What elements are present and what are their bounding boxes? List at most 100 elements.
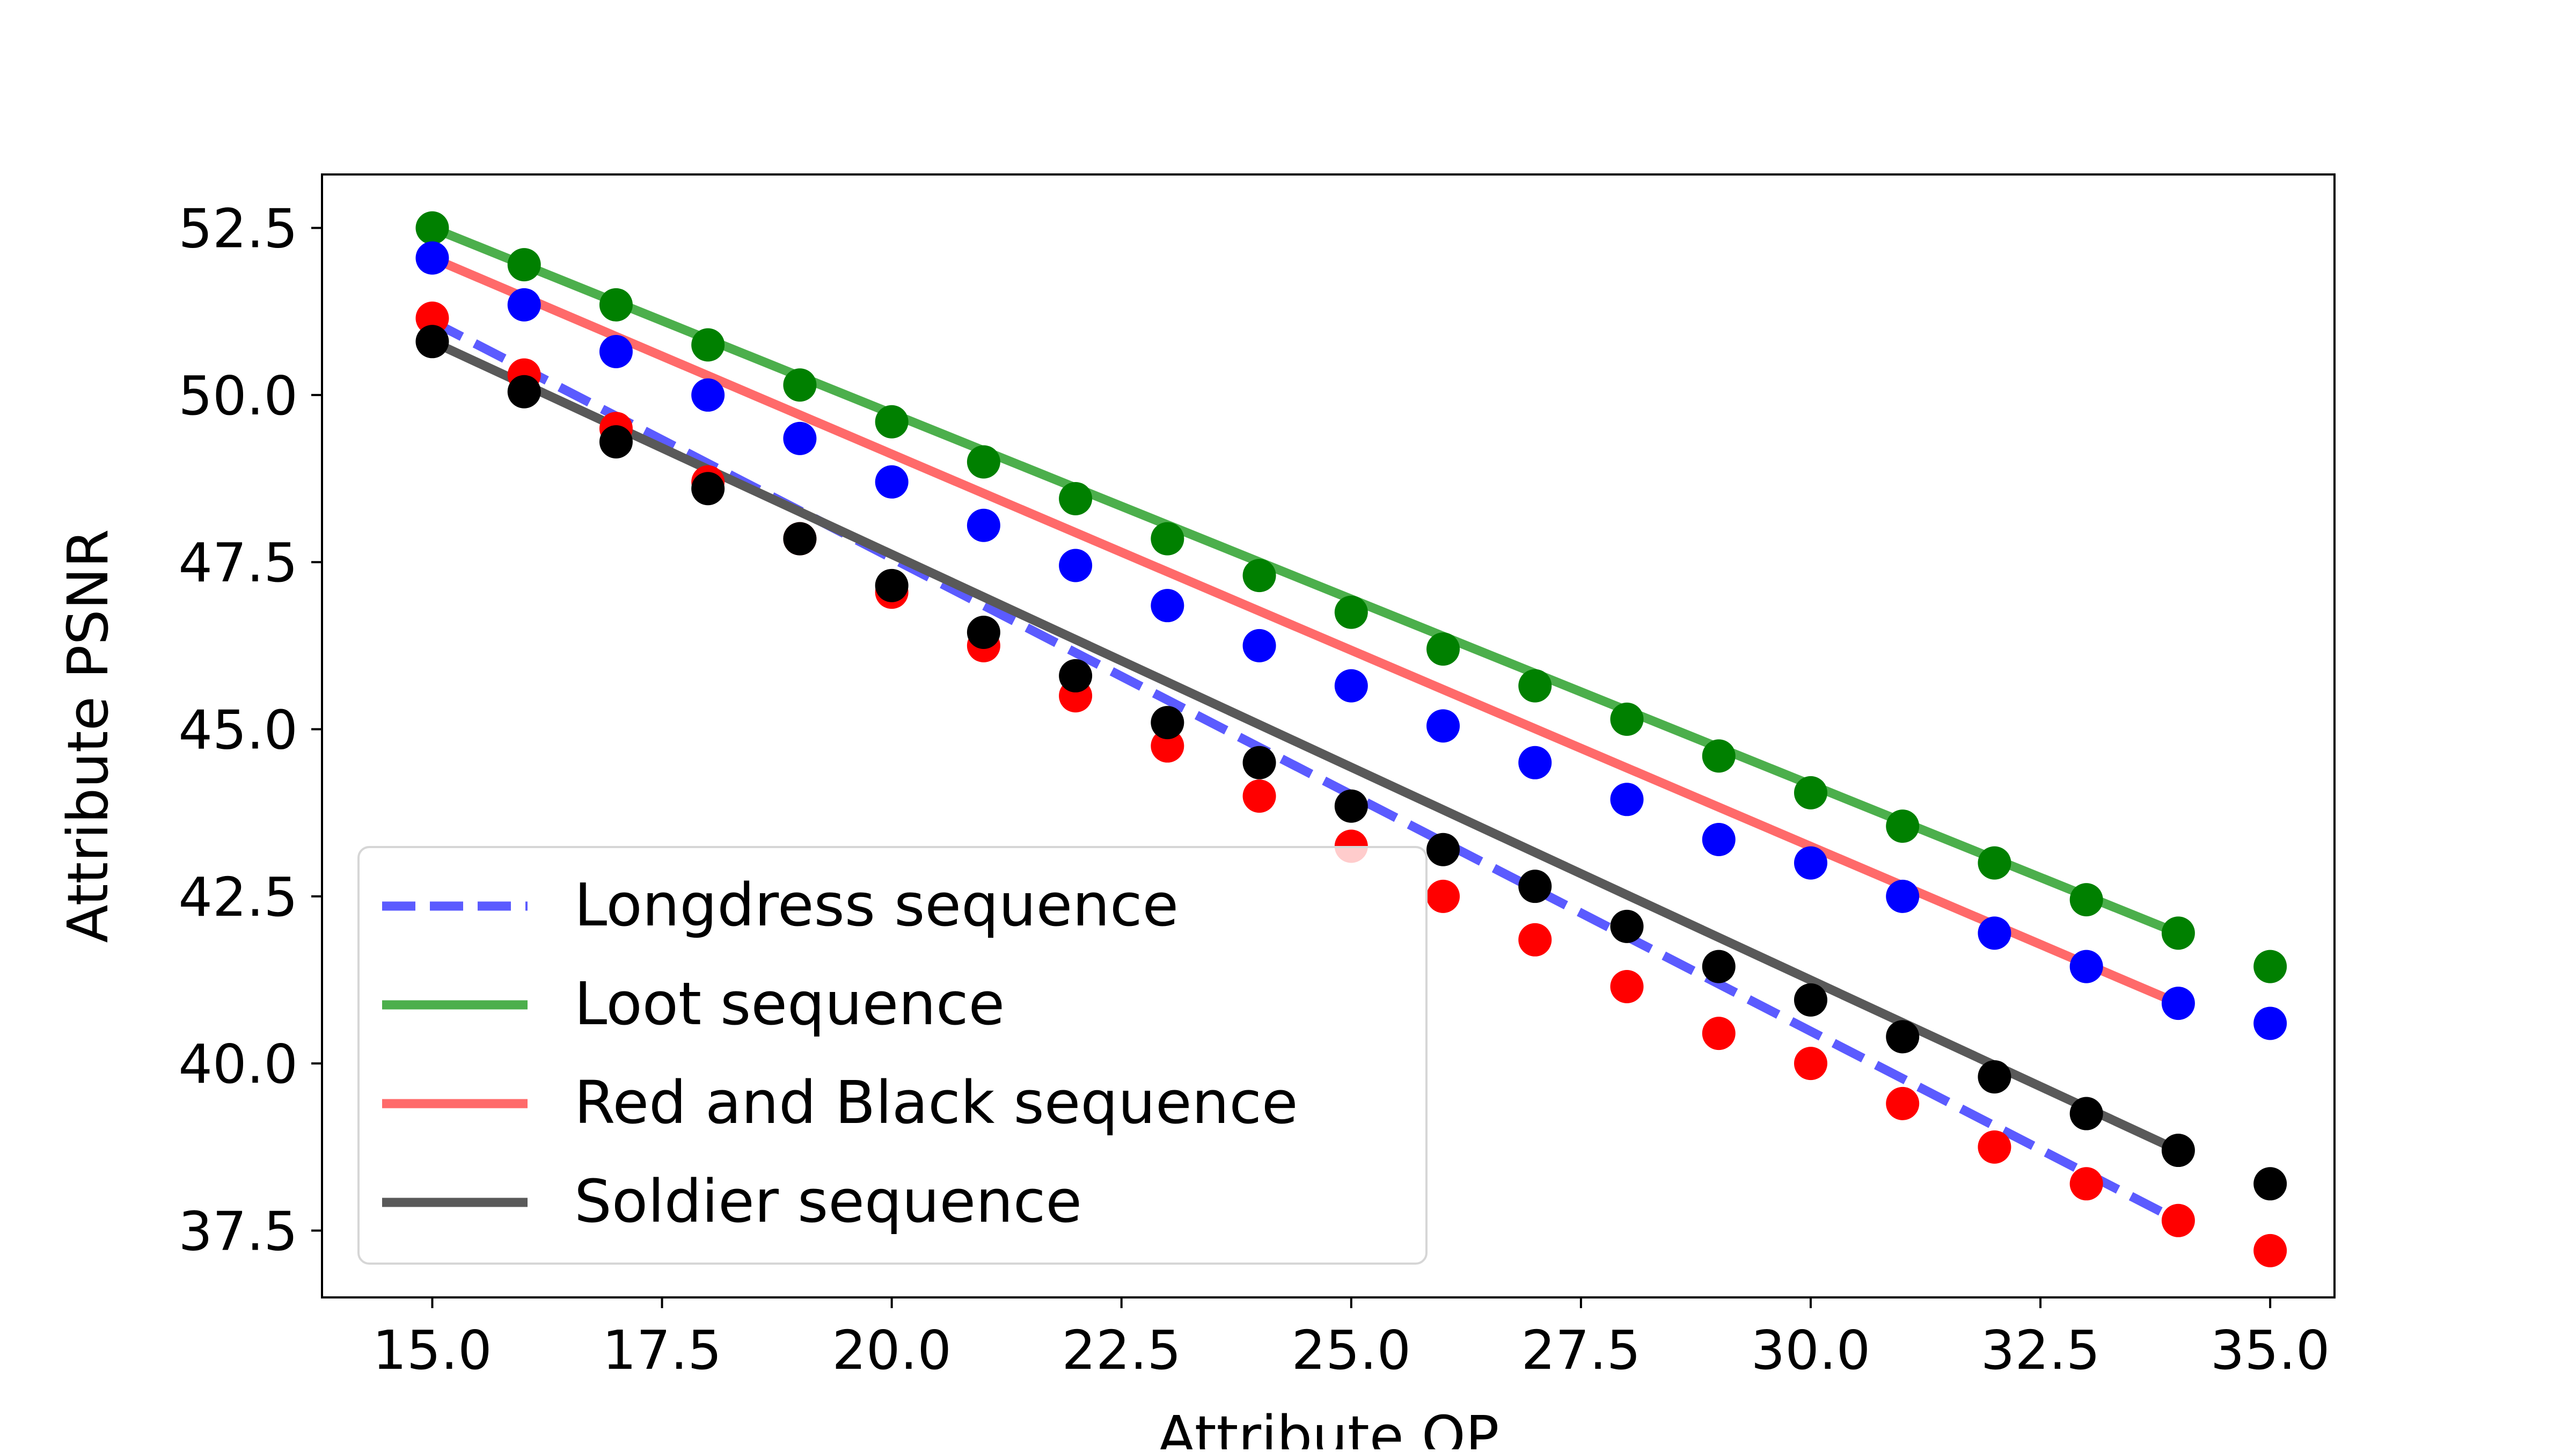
y-tick-label: 52.5 <box>178 198 298 260</box>
data-point-2 <box>1059 549 1093 582</box>
data-point-2 <box>691 378 725 412</box>
y-tick-label: 42.5 <box>178 866 298 929</box>
data-point-3 <box>1886 1020 1920 1054</box>
data-point-0 <box>1151 729 1184 763</box>
data-point-2 <box>1978 916 2011 950</box>
series-line-2 <box>430 253 2180 1008</box>
data-point-3 <box>2253 1167 2287 1201</box>
data-point-0 <box>415 301 449 335</box>
data-point-3 <box>1610 909 1644 943</box>
data-point-3 <box>1426 833 1460 866</box>
y-tick-label: 50.0 <box>178 364 298 427</box>
marker-layer <box>415 211 2287 1267</box>
data-point-2 <box>967 508 1000 542</box>
data-point-2 <box>1518 746 1552 779</box>
data-point-1 <box>1886 809 1920 843</box>
data-point-1 <box>1978 846 2011 880</box>
data-point-3 <box>967 615 1000 649</box>
data-point-2 <box>875 465 909 499</box>
data-point-0 <box>2161 1203 2195 1237</box>
data-point-3 <box>415 325 449 359</box>
data-point-2 <box>783 421 817 455</box>
data-point-3 <box>1242 746 1276 779</box>
data-point-3 <box>1702 950 1736 983</box>
data-point-2 <box>1610 783 1644 816</box>
series-line-0 <box>430 317 2180 1225</box>
x-tick-label: 22.5 <box>1062 1319 1181 1382</box>
data-point-2 <box>1242 629 1276 662</box>
data-point-2 <box>2069 950 2103 983</box>
x-axis-label: Attribute QP <box>1158 1404 1499 1449</box>
data-point-2 <box>1151 589 1184 623</box>
data-point-2 <box>507 288 541 322</box>
data-point-0 <box>1426 879 1460 913</box>
x-tick-label: 20.0 <box>832 1319 952 1382</box>
data-point-1 <box>415 211 449 245</box>
data-point-1 <box>507 248 541 282</box>
x-tick-label: 30.0 <box>1751 1319 1871 1382</box>
x-tick-label: 27.5 <box>1521 1319 1641 1382</box>
data-point-0 <box>1702 1017 1736 1050</box>
data-point-1 <box>691 328 725 362</box>
y-tick-label: 45.0 <box>178 699 298 762</box>
data-point-1 <box>1059 481 1093 515</box>
data-point-2 <box>1886 879 1920 913</box>
x-tick-label: 17.5 <box>602 1319 722 1382</box>
data-point-1 <box>875 405 909 439</box>
legend-box <box>357 846 1428 1265</box>
legend-label-0: Longdress sequence <box>574 871 1179 939</box>
data-point-1 <box>1702 739 1736 773</box>
data-point-1 <box>1794 776 1827 809</box>
plot-frame <box>321 173 2336 1298</box>
data-point-2 <box>2161 987 2195 1020</box>
legend-items: Longdress sequence Loot sequence Red and B… <box>382 871 1298 1236</box>
data-point-2 <box>415 241 449 275</box>
data-point-0 <box>1242 779 1276 813</box>
legend: Longdress sequence Loot sequence Red and B… <box>357 846 1428 1265</box>
data-point-2 <box>1702 823 1736 857</box>
data-point-2 <box>2253 1006 2287 1040</box>
data-point-2 <box>599 334 633 368</box>
data-point-1 <box>1151 522 1184 556</box>
data-point-3 <box>1794 983 1827 1017</box>
data-point-0 <box>1794 1047 1827 1081</box>
data-point-1 <box>1518 669 1552 703</box>
data-point-3 <box>507 375 541 408</box>
data-point-3 <box>1978 1060 2011 1094</box>
y-tick-label: 37.5 <box>178 1200 298 1263</box>
data-point-3 <box>875 568 909 602</box>
axis-layer: 15.0 17.5 20.0 22.5 25.0 27.5 30.0 32.5 35.0 37.5… <box>178 198 2330 1382</box>
data-point-0 <box>2069 1167 2103 1201</box>
data-point-3 <box>691 472 725 506</box>
data-point-3 <box>2161 1134 2195 1168</box>
x-tick-label: 25.0 <box>1291 1319 1411 1382</box>
data-point-1 <box>967 445 1000 479</box>
data-point-1 <box>783 368 817 402</box>
data-point-3 <box>1518 870 1552 903</box>
data-point-0 <box>1518 923 1552 957</box>
data-point-0 <box>1978 1130 2011 1164</box>
data-point-1 <box>1242 559 1276 593</box>
data-point-3 <box>2069 1097 2103 1130</box>
legend-label-1: Loot sequence <box>574 969 1005 1038</box>
data-point-1 <box>1334 595 1368 629</box>
data-point-2 <box>1426 709 1460 743</box>
data-point-2 <box>1334 669 1368 703</box>
data-point-1 <box>2161 916 2195 950</box>
x-tick-label: 35.0 <box>2211 1319 2330 1382</box>
data-point-2 <box>1794 846 1827 880</box>
data-point-1 <box>1426 632 1460 666</box>
data-point-1 <box>599 288 633 322</box>
legend-label-3: Soldier sequence <box>574 1167 1082 1236</box>
data-point-3 <box>599 425 633 459</box>
y-axis-label: Attribute PSNR <box>55 529 121 943</box>
data-point-3 <box>783 522 817 556</box>
data-point-1 <box>1610 702 1644 736</box>
data-point-1 <box>2069 883 2103 917</box>
data-point-0 <box>2253 1234 2287 1267</box>
data-point-1 <box>2253 950 2287 983</box>
data-point-3 <box>1059 659 1093 692</box>
data-point-3 <box>1334 789 1368 823</box>
